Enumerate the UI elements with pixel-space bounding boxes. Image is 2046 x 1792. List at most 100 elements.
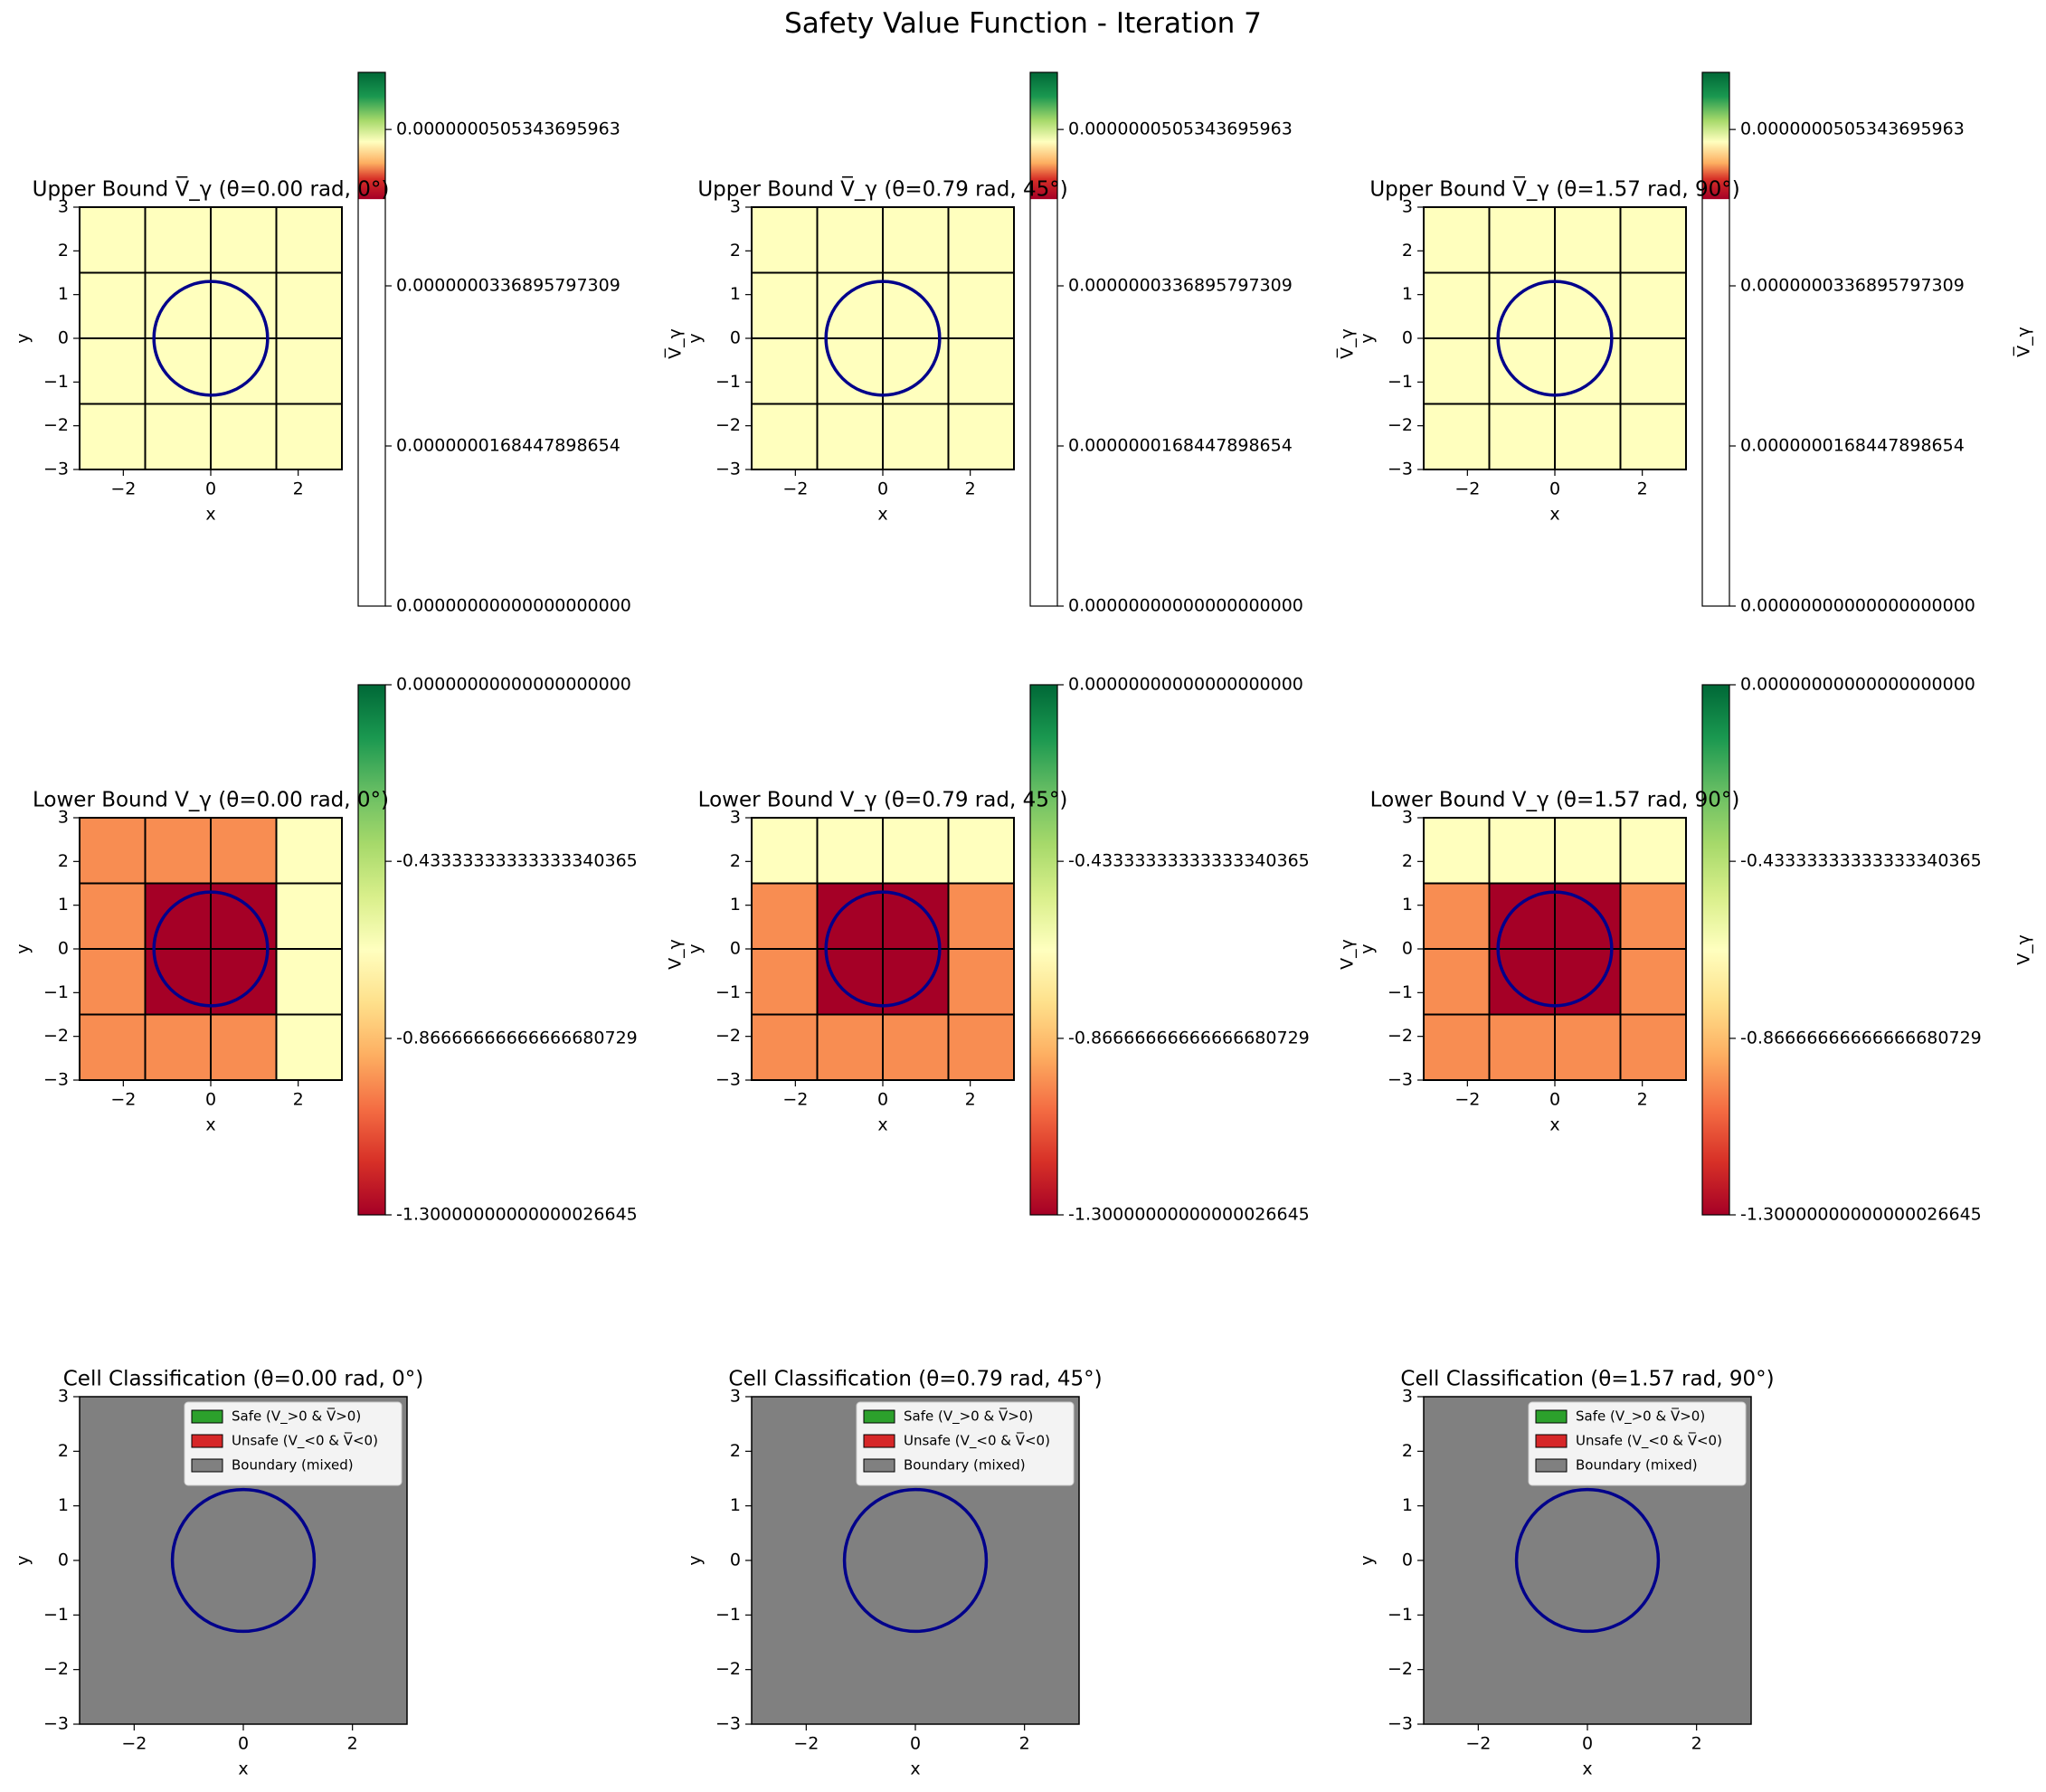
y-tick-label: −1 [43, 372, 69, 392]
heatmap-cell [751, 1013, 819, 1081]
legend: Safe (V_>0 & V̅>0) Unsafe (V_<0 & V̅<0) Bo… [184, 1401, 403, 1486]
obstacle-circle [824, 280, 942, 397]
colorbar-tick-label: -1.30000000000000026645 [1068, 1205, 1310, 1225]
heatmap-cell [1554, 206, 1622, 274]
heatmap-cell [1423, 817, 1491, 885]
heatmap-cell [1619, 1013, 1687, 1081]
y-tick-label: −1 [1388, 372, 1413, 392]
y-tick-label: 0 [58, 328, 69, 348]
obstacle-circle [152, 280, 270, 397]
y-tick-label: −1 [43, 982, 69, 1002]
y-tick-label: 1 [58, 1495, 69, 1515]
y-tick-label: −2 [43, 1026, 69, 1046]
colorbar-tick-label: 0.0000000505343695963 [396, 119, 620, 139]
y-tick-label: 2 [1402, 1441, 1413, 1461]
subplot-title: Lower Bound V_γ (θ=0.79 rad, 45°) [698, 789, 1068, 812]
y-tick-label: 3 [1402, 197, 1413, 217]
y-tick-label: −1 [43, 1605, 69, 1625]
heatmap-cell [275, 403, 343, 470]
x-tick-label: 2 [965, 479, 976, 499]
subplot-2-1: Safe (V_>0 & V̅>0) Unsafe (V_<0 & V̅<0) Bo… [745, 1396, 1080, 1730]
y-tick-label: −3 [43, 1714, 69, 1734]
heatmap-cell [1423, 403, 1491, 470]
x-tick-label: 2 [1691, 1734, 1702, 1754]
y-tick-label: 1 [730, 1495, 741, 1515]
y-tick-label: 0 [730, 939, 741, 959]
subplot-title: Cell Classification (θ=1.57 rad, 90°) [1400, 1368, 1774, 1391]
heatmap-cell [947, 1013, 1015, 1081]
y-tick-label: −2 [715, 1026, 741, 1046]
y-tick-label: 2 [1402, 241, 1413, 261]
y-tick-label: 3 [1402, 808, 1413, 828]
subplot-title: Cell Classification (θ=0.79 rad, 45°) [728, 1368, 1102, 1391]
x-tick-label: 2 [347, 1734, 358, 1754]
colorbar-tick-label: 0.0000000168447898654 [396, 436, 620, 456]
x-tick-label: −2 [782, 479, 808, 499]
colorbar [1701, 684, 1730, 1216]
heatmap-cell [751, 271, 819, 339]
heatmap-cell [1554, 403, 1622, 470]
heatmap-cell [947, 271, 1015, 339]
legend-swatch [191, 1458, 223, 1473]
subplot-title: Upper Bound V̅_γ (θ=1.57 rad, 90°) [1369, 175, 1739, 201]
x-axis-label: x [238, 1759, 248, 1779]
y-tick-label: 2 [730, 851, 741, 871]
y-tick-label: −1 [715, 372, 741, 392]
x-axis-label: x [1582, 1759, 1592, 1779]
subplot-title: Upper Bound V̅_γ (θ=0.79 rad, 45°) [697, 175, 1067, 201]
heatmap-cell [882, 206, 950, 274]
x-tick-label: 0 [238, 1734, 249, 1754]
obstacle-circle [152, 890, 270, 1008]
heatmap-cell [816, 817, 884, 885]
legend-box [1528, 1401, 1747, 1486]
x-axis-label: x [205, 505, 215, 525]
legend-entry: Unsafe (V_<0 & V̅<0) [1576, 1432, 1722, 1450]
y-tick-label: −3 [1388, 1714, 1413, 1734]
y-tick-label: 3 [58, 1387, 69, 1407]
heatmap-cell [1619, 882, 1687, 950]
heatmap-cell [947, 817, 1015, 885]
heatmap-cell [947, 206, 1015, 274]
y-tick-label: −3 [715, 1070, 741, 1090]
heatmap-cell [1423, 271, 1491, 339]
heatmap-cell [210, 817, 278, 885]
heatmap-cell [947, 882, 1015, 950]
colorbar [1701, 71, 1730, 607]
y-tick-label: 0 [730, 1550, 741, 1570]
legend-entry: Boundary (mixed) [232, 1457, 354, 1474]
legend-swatch [863, 1458, 895, 1473]
legend-entry: Unsafe (V_<0 & V̅<0) [904, 1432, 1050, 1450]
heatmap-cell [1488, 817, 1556, 885]
x-tick-label: −2 [1454, 1090, 1480, 1110]
colorbar-tick-label: -0.43333333333333340365 [1740, 851, 1982, 871]
y-tick-label: −2 [1388, 415, 1413, 435]
colorbar-tick-label: 0.0000000505343695963 [1068, 119, 1293, 139]
y-tick-label: −3 [43, 460, 69, 479]
y-tick-label: 2 [58, 1441, 69, 1461]
heatmap-cell [1423, 1013, 1491, 1081]
heatmap-cell [210, 206, 278, 274]
heatmap-cell [947, 948, 1015, 1016]
legend-entry: Safe (V_>0 & V̅>0) [232, 1408, 361, 1426]
y-axis-label: y [14, 1555, 33, 1565]
y-axis-label: y [686, 333, 706, 343]
y-tick-label: 0 [58, 1550, 69, 1570]
y-tick-label: 3 [730, 1387, 741, 1407]
colorbar-tick-label: 0.0000000505343695963 [1740, 119, 1965, 139]
heatmap-cell [1619, 948, 1687, 1016]
heatmap-cell [144, 817, 212, 885]
heatmap-cell [1423, 206, 1491, 274]
x-tick-label: 2 [1019, 1734, 1030, 1754]
y-tick-label: −2 [715, 1659, 741, 1679]
heatmap-cell [79, 1013, 147, 1081]
legend-entry: Boundary (mixed) [904, 1457, 1026, 1474]
y-tick-label: 3 [58, 808, 69, 828]
legend-entry: Unsafe (V_<0 & V̅<0) [232, 1432, 378, 1450]
obstacle-circle [170, 1487, 317, 1634]
colorbar-tick-label: 0.00000000000000000000 [1068, 675, 1303, 695]
obstacle-circle [1496, 890, 1614, 1008]
subplot-1-2 [1417, 684, 1736, 1216]
subplot-title: Cell Classification (θ=0.00 rad, 0°) [63, 1368, 424, 1391]
x-tick-label: −2 [782, 1090, 808, 1110]
x-axis-label: x [205, 1115, 215, 1135]
